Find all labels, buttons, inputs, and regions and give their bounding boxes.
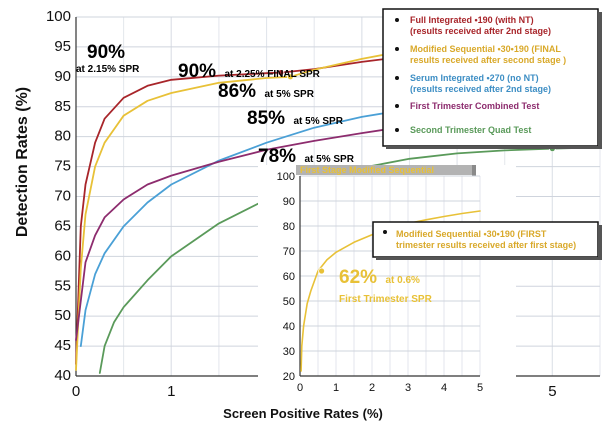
y-axis-title: Detection Rates (%) [14,87,31,237]
main-y-tick-45: 45 [54,337,71,354]
main-y-tick-50: 50 [54,307,71,324]
inset-x-tick-1: 1 [333,382,339,394]
main-y-tick-90: 90 [54,68,71,85]
legend-box-shadow [598,12,602,149]
inset-annotation: 62% at 0.6% [339,267,420,288]
legend-modified-sequential-line2: results received after second stage ) [410,55,566,65]
inset-y-tick-70: 70 [283,246,295,258]
inset-legend-bullet [383,230,387,234]
main-annotation-marker-1 [286,73,294,81]
inset-legend-box-shadow [598,225,602,260]
legend-full-integrated-line2: (results received after 2nd stage) [410,26,551,36]
legend-serum-integrated-line2: (results received after 2nd stage) [410,84,551,94]
inset-y-tick-60: 60 [283,271,295,283]
inset-annotation-marker-0 [318,267,326,275]
annotation-quad-test-value: 78% [258,146,296,167]
inset-x-tick-0: 0 [297,382,303,394]
legend-serum-integrated-line1: Serum Integrated •270 (no NT) [410,73,539,83]
annotation-full-integrated: 90% [87,42,125,63]
main-y-tick-55: 55 [54,277,71,294]
annotation-modified-sequential: 90% at 2.25% FINAL SPR [178,61,321,82]
inset-x-tick-2: 2 [369,382,375,394]
inset-y-tick-20: 20 [283,371,295,383]
inset-y-tick-40: 40 [283,321,295,333]
main-x-tick-1: 1 [167,383,175,400]
annotation-serum-integrated-value: 86% [218,81,256,102]
inset-legend-line1: Modified Sequential •30•190 (FIRST [396,229,547,239]
annotation-first-trimester-spr: at 5% SPR [293,116,343,127]
main-x-tick-0: 0 [72,383,80,400]
annotation-serum-integrated: 86% at 5% SPR [218,81,315,102]
inset-x-tick-5: 5 [477,382,483,394]
annotation-full-integrated-value: 90% [87,42,125,63]
legend-box-shadow-bottom [386,146,602,149]
inset-annotation-line2: First Trimester SPR [339,294,433,305]
main-annotation-marker-0 [277,69,285,77]
inset-legend-box-shadow-bottom [376,257,602,260]
inset-legend-text: Modified Sequential •30•190 (FIRST trime… [396,229,576,250]
inset-y-tick-30: 30 [283,346,295,358]
legend-modified-sequential-line1: Modified Sequential •30•190 (FINAL [410,44,561,54]
legend-bullet-full-integrated [395,18,399,22]
main-y-tick-95: 95 [54,38,71,55]
legend-bullet-serum-integrated [395,76,399,80]
main-y-tick-65: 65 [54,217,71,234]
annotation-quad-test: 78% at 5% SPR [258,146,355,167]
inset-legend-line2: trimester results received after first s… [396,240,576,250]
inset-title: First Stage Modified Sequential [300,165,434,175]
main-y-tick-60: 60 [54,247,71,264]
inset-legend-box [372,221,599,258]
legend-bullet-modified-sequential [395,47,399,51]
inset-x-tick-3: 3 [405,382,411,394]
inset-y-tick-50: 50 [283,296,295,308]
annotation-modified-sequential-spr: at 2.25% FINAL SPR [224,69,320,80]
legend: Full Integrated •190 (with NT) (results … [382,8,602,149]
inset-annotation-marker [318,267,326,275]
main-y-tick-70: 70 [54,188,71,205]
inset-x-tick-labels: 0 1 2 3 4 5 [297,382,483,394]
main-x-tick-5: 5 [548,383,556,400]
annotation-quad-test-spr: at 5% SPR [304,154,354,165]
main-y-tick-labels: 40 45 50 55 60 65 70 75 80 85 90 95 100 [46,8,71,384]
x-axis-title: Screen Positive Rates (%) [223,406,383,421]
inset-y-tick-labels: 20 30 40 50 60 70 80 90 100 [277,171,295,383]
annotation-serum-integrated-spr: at 5% SPR [264,89,314,100]
main-y-tick-100: 100 [46,8,71,25]
legend-full-integrated-line1: Full Integrated •190 (with NT) [410,15,534,25]
inset-y-tick-80: 80 [283,221,295,233]
inset-series-modified-sequential-30-190-first [300,210,481,372]
annotation-first-trimester: 85% at 5% SPR [247,108,344,129]
inset-plot-grid [299,175,481,377]
legend-full-integrated: Full Integrated •190 (with NT) (results … [410,15,551,36]
inset-title-bar [296,165,472,175]
inset-series-line [300,210,481,372]
main-y-tick-80: 80 [54,128,71,145]
inset-y-tick-90: 90 [283,196,295,208]
inset-chart: First Stage Modified Sequential 0 1 2 3 4 5 2… [258,165,602,402]
inset-y-tick-100: 100 [277,171,295,183]
legend-first-trimester: First Trimester Combined Test [410,101,539,111]
legend-modified-sequential: Modified Sequential •30•190 (FINAL resul… [410,44,566,65]
main-y-tick-75: 75 [54,158,71,175]
legend-bullet-first-trimester [395,104,399,108]
main-y-tick-85: 85 [54,98,71,115]
inset-legend: Modified Sequential •30•190 (FIRST trime… [372,221,602,260]
legend-quad-test: Second Trimester Quad Test [410,125,531,135]
legend-serum-integrated: Serum Integrated •270 (no NT) (results r… [410,73,551,94]
annotation-full-integrated-spr: at 2.15% SPR [76,64,140,75]
annotation-first-trimester-value: 85% [247,108,285,129]
inset-annotation-spr: at 0.6% [385,275,420,286]
inset-x-tick-4: 4 [441,382,447,394]
annotation-modified-sequential-value: 90% [178,61,216,82]
main-y-tick-40: 40 [54,367,71,384]
inset-title-bar-shadow [472,165,476,179]
inset-annotation-value: 62% [339,267,377,288]
legend-bullet-quad-test [395,128,399,132]
